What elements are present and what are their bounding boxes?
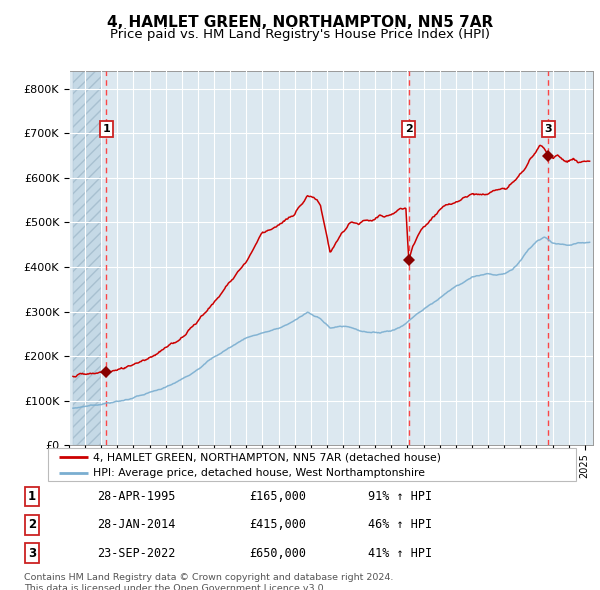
Text: 2: 2 [405, 124, 413, 134]
Text: 28-APR-1995: 28-APR-1995 [97, 490, 175, 503]
Bar [73, 71, 101, 445]
Text: 4, HAMLET GREEN, NORTHAMPTON, NN5 7AR (detached house): 4, HAMLET GREEN, NORTHAMPTON, NN5 7AR (d… [93, 452, 441, 462]
Text: 2: 2 [28, 518, 36, 532]
Text: 46% ↑ HPI: 46% ↑ HPI [368, 518, 432, 532]
Text: 41% ↑ HPI: 41% ↑ HPI [368, 546, 432, 560]
Text: Contains HM Land Registry data © Crown copyright and database right 2024.
This d: Contains HM Land Registry data © Crown c… [24, 573, 394, 590]
Text: 3: 3 [544, 124, 552, 134]
Text: £650,000: £650,000 [249, 546, 306, 560]
Text: 1: 1 [103, 124, 110, 134]
Text: £415,000: £415,000 [249, 518, 306, 532]
FancyBboxPatch shape [48, 448, 576, 481]
Text: 1: 1 [28, 490, 36, 503]
Text: 23-SEP-2022: 23-SEP-2022 [97, 546, 175, 560]
Text: 28-JAN-2014: 28-JAN-2014 [97, 518, 175, 532]
Text: 91% ↑ HPI: 91% ↑ HPI [368, 490, 432, 503]
Bar [73, 71, 101, 445]
Text: HPI: Average price, detached house, West Northamptonshire: HPI: Average price, detached house, West… [93, 468, 425, 478]
Text: Price paid vs. HM Land Registry's House Price Index (HPI): Price paid vs. HM Land Registry's House … [110, 28, 490, 41]
Text: 3: 3 [28, 546, 36, 560]
Text: £165,000: £165,000 [249, 490, 306, 503]
Text: 4, HAMLET GREEN, NORTHAMPTON, NN5 7AR: 4, HAMLET GREEN, NORTHAMPTON, NN5 7AR [107, 15, 493, 30]
